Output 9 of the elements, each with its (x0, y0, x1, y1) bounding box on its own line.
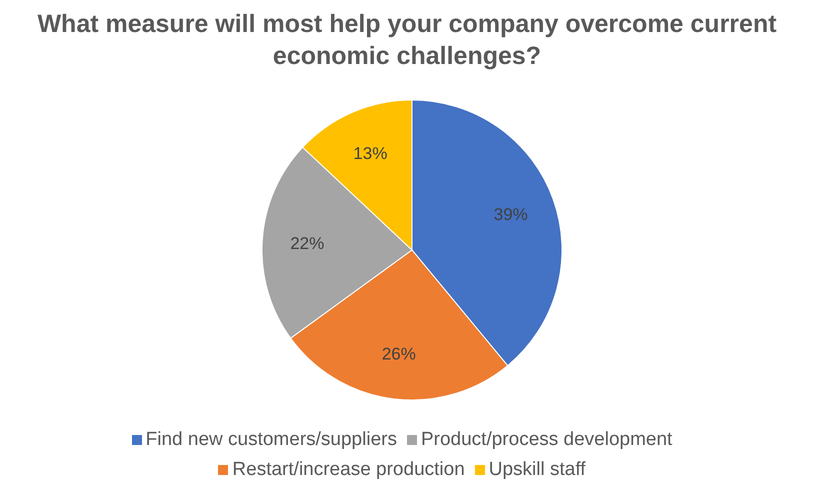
legend-label: Product/process development (420, 429, 672, 450)
chart-title: What measure will most help your company overcome current economic challenges? (36, 9, 778, 72)
data-label: 39% (494, 204, 528, 224)
data-label: 13% (353, 144, 388, 164)
legend-label: Restart/increase production (232, 459, 465, 480)
legend-label: Upskill staff (488, 459, 586, 480)
data-label: 26% (382, 344, 416, 364)
legend-label: Find new customers/suppliers (146, 429, 397, 450)
data-label: 22% (290, 234, 324, 253)
